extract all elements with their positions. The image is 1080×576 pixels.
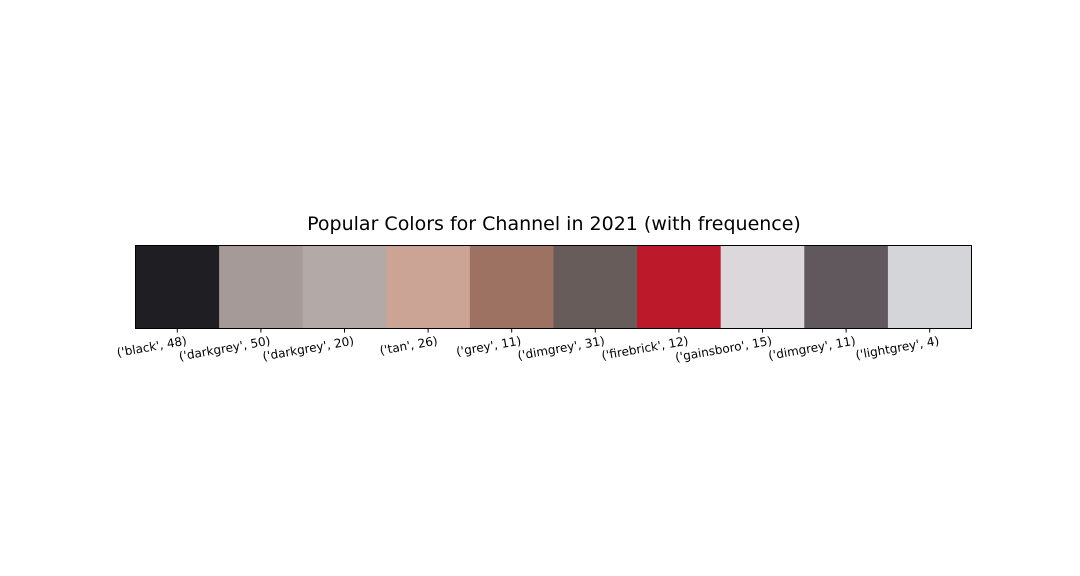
color-swatch xyxy=(135,245,220,329)
x-tick-label: ('grey', 11) xyxy=(455,334,522,359)
x-tick-label: ('lightgrey', 4) xyxy=(854,334,940,362)
plot-frame xyxy=(135,245,972,329)
color-swatch xyxy=(219,245,304,329)
color-swatch xyxy=(720,245,805,329)
x-axis-ticks xyxy=(176,328,931,333)
x-tick-label: ('dimgrey', 31) xyxy=(516,334,605,363)
x-tick-label: ('dimgrey', 11) xyxy=(767,334,856,363)
color-swatch xyxy=(887,245,972,329)
swatch-strip xyxy=(135,245,972,329)
color-swatch xyxy=(637,245,722,329)
x-tick-label: ('tan', 26) xyxy=(379,334,439,358)
color-swatch xyxy=(302,245,387,329)
chart-title: Popular Colors for Channel in 2021 (with… xyxy=(307,213,801,235)
x-tick-label: ('darkgrey', 50) xyxy=(178,334,272,364)
color-swatch xyxy=(553,245,638,329)
x-tick-label: ('gainsboro', 15) xyxy=(674,334,773,365)
x-tick-label: ('black', 48) xyxy=(116,334,188,360)
color-swatch xyxy=(804,245,889,329)
x-tick-label: ('darkgrey', 20) xyxy=(262,334,356,364)
x-axis-tick-labels: ('black', 48)('darkgrey', 50)('darkgrey'… xyxy=(116,334,940,365)
color-swatch xyxy=(469,245,554,329)
color-swatch xyxy=(386,245,471,329)
